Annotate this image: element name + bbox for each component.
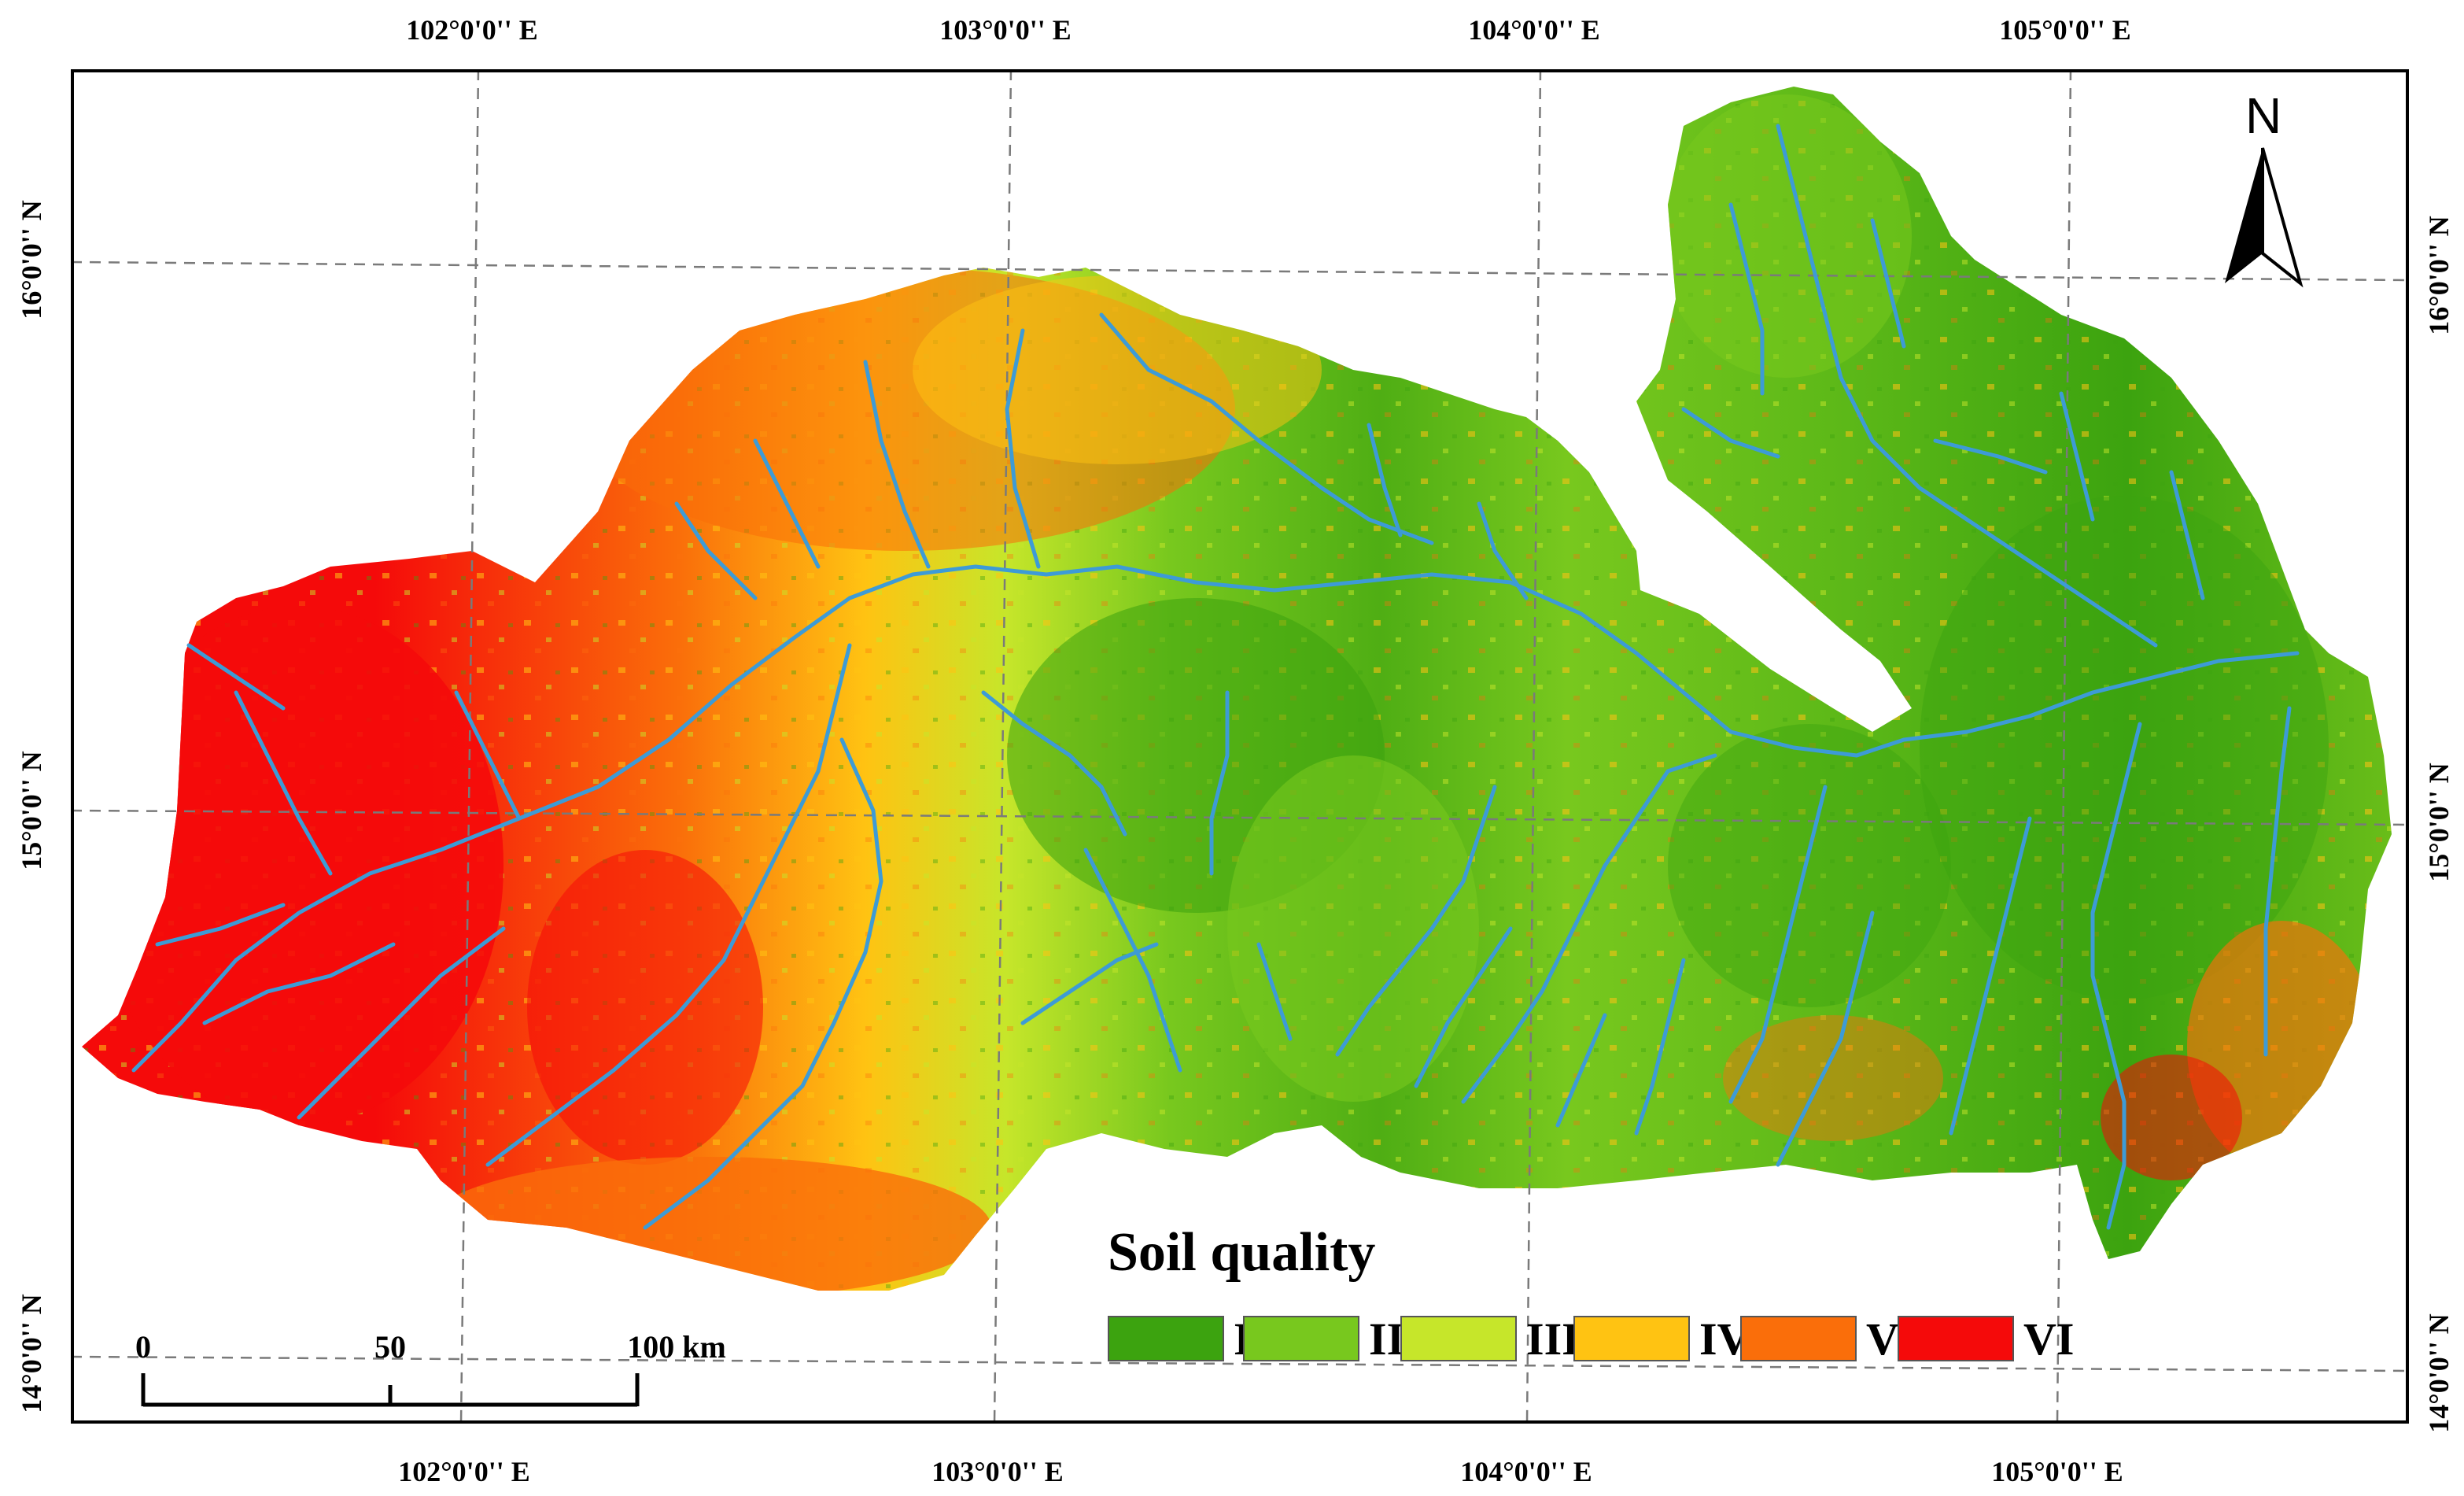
top-lon-label-105: 105°0'0'' E <box>1999 14 2131 46</box>
legend-item-III: III <box>1400 1313 1580 1365</box>
legend-item-IV: IV <box>1573 1313 1750 1365</box>
legend-item-VI: VI <box>1898 1313 2075 1365</box>
legend-title: Soil quality <box>1108 1222 1376 1283</box>
legend-swatch-II <box>1243 1316 1359 1361</box>
scale-label-0: 0 <box>135 1329 151 1365</box>
bottom-lon-label-102: 102°0'0'' E <box>398 1456 530 1487</box>
legend-label-VI: VI <box>2023 1313 2075 1365</box>
legend-swatch-I <box>1108 1316 1224 1361</box>
legend-label-III: III <box>1526 1313 1580 1365</box>
legend-label-II: II <box>1369 1313 1405 1365</box>
north-label: N <box>2245 87 2282 144</box>
north-arrow-icon <box>2225 147 2304 288</box>
legend-item-II: II <box>1243 1313 1405 1365</box>
top-lon-label-102: 102°0'0'' E <box>406 14 538 46</box>
graticule-lines <box>70 68 2410 1424</box>
legend-swatch-III <box>1400 1316 1517 1361</box>
legend-swatch-IV <box>1573 1316 1690 1361</box>
top-lon-label-104: 104°0'0'' E <box>1468 14 1600 46</box>
scale-label-50: 50 <box>374 1329 406 1365</box>
scale-bar <box>141 1373 640 1407</box>
top-lon-label-103: 103°0'0'' E <box>939 14 1072 46</box>
bottom-lon-label-104: 104°0'0'' E <box>1460 1456 1592 1487</box>
bottom-lon-label-105: 105°0'0'' E <box>1991 1456 2123 1487</box>
bottom-lon-label-103: 103°0'0'' E <box>931 1456 1064 1487</box>
legend-swatch-VI <box>1898 1316 2014 1361</box>
legend-item-V: V <box>1740 1313 1899 1365</box>
legend-item-I: I <box>1108 1313 1252 1365</box>
river-network <box>131 124 2300 1230</box>
scale-label-100: 100 km <box>627 1329 726 1365</box>
legend-label-V: V <box>1866 1313 1899 1365</box>
map-frame <box>71 69 2409 1424</box>
legend-swatch-V <box>1740 1316 1857 1361</box>
